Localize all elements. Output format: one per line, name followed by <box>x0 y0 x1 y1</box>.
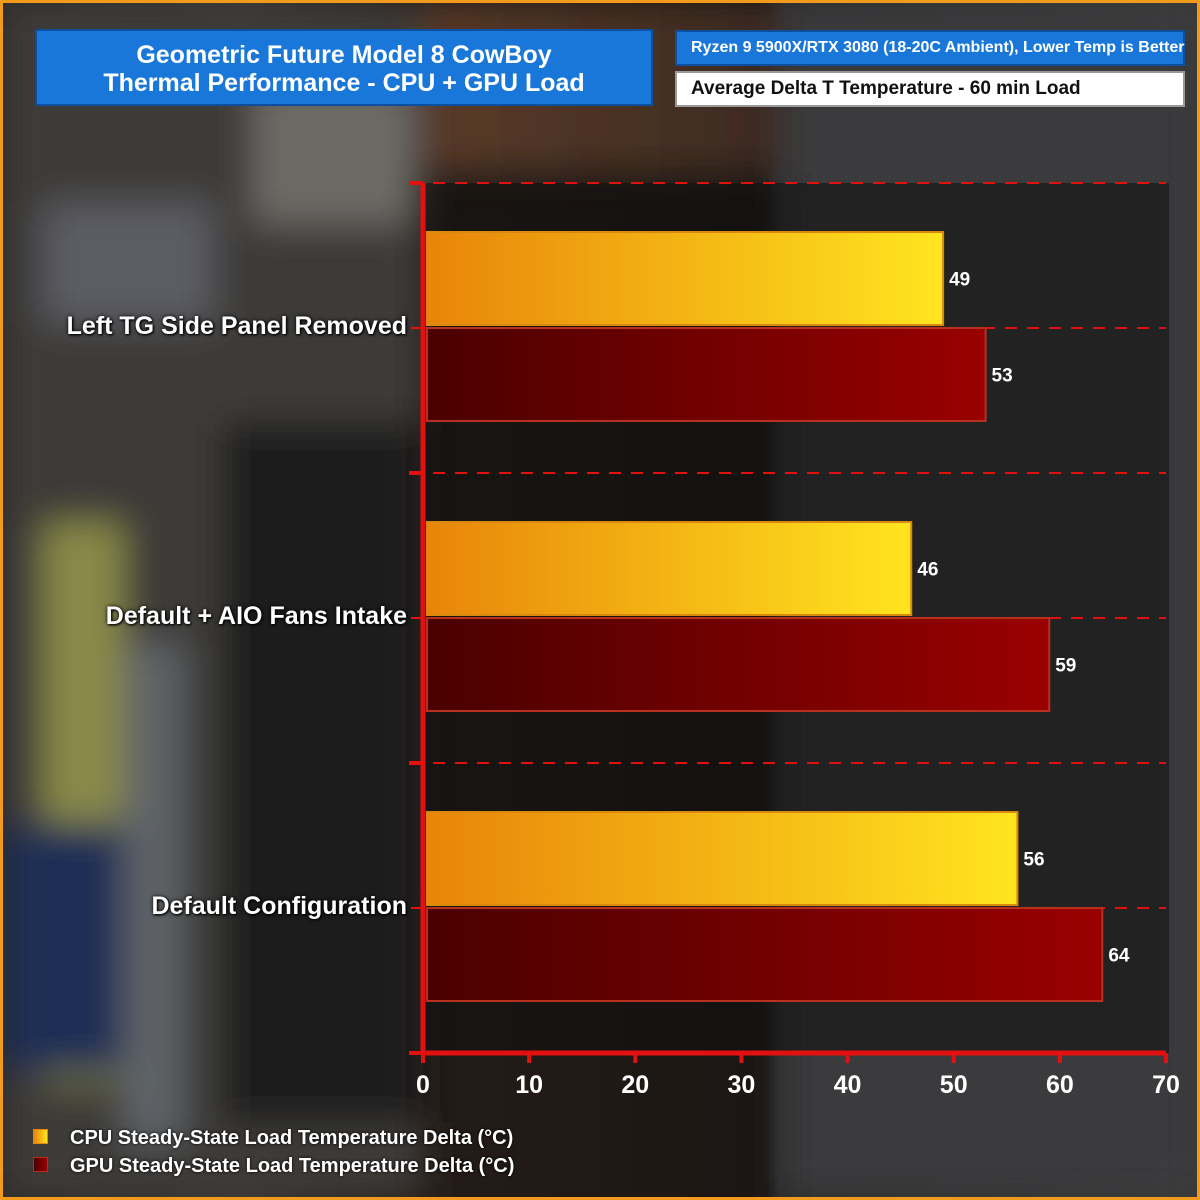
legend-cpu-label: CPU Steady-State Load Temperature Delta … <box>70 1127 514 1149</box>
bar-gpu-0 <box>426 327 987 422</box>
chart-title-box: Geometric Future Model 8 CowBoy Thermal … <box>35 29 653 106</box>
legend-gpu-swatch <box>33 1157 48 1173</box>
x-tick-label: 50 <box>940 1071 968 1099</box>
category-label-2: Default Configuration <box>151 892 407 920</box>
category-label-1: Default + AIO Fans Intake <box>105 602 407 630</box>
data-label-gpu-2: 64 <box>1108 946 1130 967</box>
data-label-cpu-0: 49 <box>949 270 970 291</box>
x-tick-label: 30 <box>728 1071 756 1099</box>
legend-gpu: GPU Steady-State Load Temperature Delta … <box>33 1155 514 1178</box>
data-label-cpu-2: 56 <box>1023 850 1044 871</box>
category-label-0: Left TG Side Panel Removed <box>66 312 407 340</box>
x-tick-label: 10 <box>515 1071 543 1099</box>
data-label-cpu-1: 46 <box>917 560 938 581</box>
x-tick-label: 0 <box>416 1071 430 1099</box>
chart-title-line2: Thermal Performance - CPU + GPU Load <box>103 69 585 97</box>
data-label-gpu-0: 53 <box>992 366 1013 387</box>
chart-title-line1: Geometric Future Model 8 CowBoy <box>136 41 552 69</box>
bar-cpu-0 <box>426 231 945 326</box>
x-tick-label: 20 <box>621 1071 649 1099</box>
x-tick-label: 40 <box>834 1071 862 1099</box>
legend-gpu-label: GPU Steady-State Load Temperature Delta … <box>70 1155 515 1177</box>
bar-cpu-2 <box>426 811 1019 906</box>
bar-cpu-1 <box>426 521 913 616</box>
legend-cpu: CPU Steady-State Load Temperature Delta … <box>33 1127 513 1150</box>
data-label-gpu-1: 59 <box>1055 656 1076 677</box>
bar-gpu-1 <box>426 617 1051 712</box>
x-tick-label: 60 <box>1046 1071 1074 1099</box>
metric-label: Average Delta T Temperature - 60 min Loa… <box>675 71 1185 107</box>
x-tick-label: 70 <box>1152 1071 1180 1099</box>
legend-cpu-swatch <box>33 1129 48 1145</box>
chart-subtitle: Ryzen 9 5900X/RTX 3080 (18-20C Ambient),… <box>675 30 1185 66</box>
bar-gpu-2 <box>426 907 1104 1002</box>
bar-chart: 49 53 46 59 56 64 0 10 20 30 40 50 60 70 <box>409 181 1180 1099</box>
